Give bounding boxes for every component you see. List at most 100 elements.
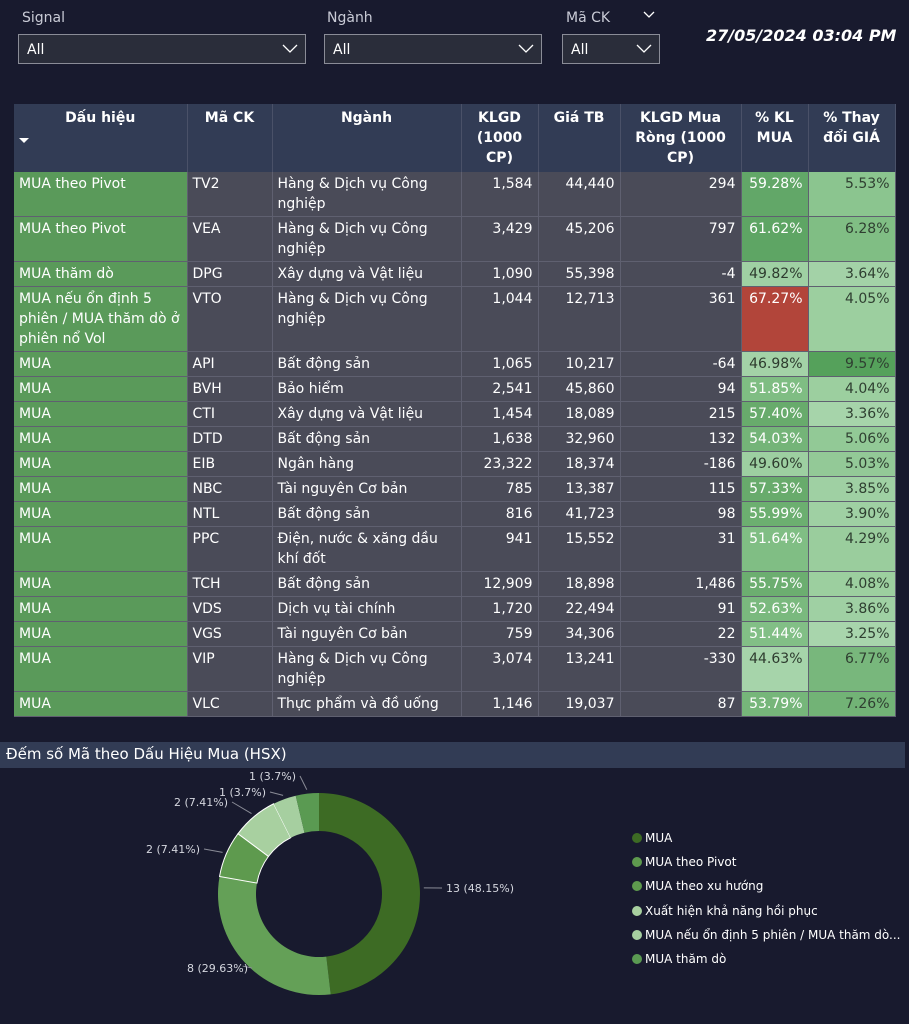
price-change-cell: 4.08% (808, 571, 896, 597)
industry-cell: Bất động sản (272, 571, 462, 597)
buy-pct-cell: 59.28% (741, 172, 809, 217)
volume-cell: 1,454 (461, 401, 539, 427)
data-label: 13 (48.15%) (446, 882, 514, 895)
ticker-cell: PPC (187, 526, 273, 572)
avg-price-cell: 34,306 (538, 621, 621, 647)
label-leader-line (269, 791, 284, 796)
mack-filter-dropdown[interactable]: All (562, 34, 660, 64)
nganh-filter-dropdown[interactable]: All (324, 34, 542, 64)
price-change-cell: 5.06% (808, 426, 896, 452)
avg-price-cell: 32,960 (538, 426, 621, 452)
avg-price-cell: 18,089 (538, 401, 621, 427)
industry-cell: Tài nguyên Cơ bản (272, 621, 462, 647)
industry-cell: Xây dựng và Vật liệu (272, 261, 462, 287)
donut-chart: 13 (48.15%)8 (29.63%)2 (7.41%)2 (7.41%)1… (146, 770, 514, 995)
table-row[interactable]: MUA CTI Xây dựng và Vật liệu 1,454 18,089 215… (14, 401, 896, 427)
signal-cell: MUA nếu ổn định 5 phiên / MUA thăm dò ở … (14, 286, 188, 352)
legend-item[interactable]: MUA thăm dò (632, 947, 901, 971)
net-buy-cell: 294 (620, 172, 742, 217)
legend-label: MUA nếu ổn định 5 phiên / MUA thăm dò... (645, 927, 901, 942)
industry-cell: Dịch vụ tài chính (272, 596, 462, 622)
legend-item[interactable]: MUA theo xu hướng (632, 874, 901, 898)
data-label: 1 (3.7%) (219, 786, 266, 799)
col-header-pct-kl-mua[interactable]: % KL MUA (741, 104, 809, 172)
table-row[interactable]: MUA VIP Hàng & Dịch vụ Công nghiệp 3,074 13,… (14, 646, 896, 692)
col-header-pct-thay-doi-gia[interactable]: % Thay đổi GIÁ (808, 104, 896, 172)
legend-item[interactable]: MUA (632, 826, 901, 850)
signal-filter-dropdown[interactable]: All (18, 34, 306, 64)
signal-cell: MUA (14, 646, 188, 692)
price-change-cell: 3.64% (808, 261, 896, 287)
volume-cell: 941 (461, 526, 539, 572)
avg-price-cell: 45,860 (538, 376, 621, 402)
table-row[interactable]: MUA NBC Tài nguyên Cơ bản 785 13,387 115 57.33… (14, 476, 896, 502)
donut-slice[interactable] (273, 795, 305, 838)
avg-price-cell: 22,494 (538, 596, 621, 622)
legend-item[interactable]: MUA nếu ổn định 5 phiên / MUA thăm dò... (632, 923, 901, 947)
table-row[interactable]: MUA DTD Bất động sản 1,638 32,960 132 54.03% 5.… (14, 426, 896, 452)
data-label: 1 (3.7%) (249, 770, 296, 783)
ticker-cell: NTL (187, 501, 273, 527)
avg-price-cell: 55,398 (538, 261, 621, 287)
table-row[interactable]: MUA VDS Dịch vụ tài chính 1,720 22,494 91 52.6… (14, 596, 896, 622)
signal-cell: MUA thăm dò (14, 261, 188, 287)
label-leader-line (203, 848, 223, 853)
col-header-ma-ck[interactable]: Mã CK (187, 104, 273, 172)
table-row[interactable]: MUA theo Pivot TV2 Hàng & Dịch vụ Công ngh… (14, 172, 896, 217)
ticker-cell: VEA (187, 216, 273, 262)
data-label: 2 (7.41%) (146, 843, 200, 856)
ticker-cell: TV2 (187, 172, 273, 217)
avg-price-cell: 13,241 (538, 646, 621, 692)
table-header-row: Dấu hiệu Mã CK Ngành KLGD (1000 CP) Giá … (14, 104, 896, 172)
donut-slice[interactable] (319, 793, 421, 995)
table-row[interactable]: MUA VLC Thực phẩm và đồ uống 1,146 19,037 87 5… (14, 691, 896, 717)
table-row[interactable]: MUA thăm dò DPG Xây dựng và Vật liệu 1,090 5… (14, 261, 896, 287)
buy-pct-cell: 49.60% (741, 451, 809, 477)
table-row[interactable]: MUA BVH Bảo hiểm 2,541 45,860 94 51.85% 4.04% (14, 376, 896, 402)
buy-pct-cell: 49.82% (741, 261, 809, 287)
col-header-klgd-mua-rong[interactable]: KLGD Mua Ròng (1000 CP) (620, 104, 742, 172)
buy-pct-cell: 54.03% (741, 426, 809, 452)
chevron-down-icon (282, 44, 298, 53)
legend-dot-icon (632, 833, 642, 844)
col-header-klgd[interactable]: KLGD (1000 CP) (461, 104, 539, 172)
signal-cell: MUA theo Pivot (14, 172, 188, 217)
chevron-down-icon (636, 44, 652, 53)
net-buy-cell: 361 (620, 286, 742, 352)
table-row[interactable]: MUA EIB Ngân hàng 23,322 18,374 -186 49.60% 5.0… (14, 451, 896, 477)
signal-cell: MUA (14, 571, 188, 597)
legend-dot-icon (632, 905, 642, 916)
price-change-cell: 3.85% (808, 476, 896, 502)
table-row[interactable]: MUA theo Pivot VEA Hàng & Dịch vụ Công ngh… (14, 216, 896, 262)
donut-slice[interactable] (217, 876, 331, 995)
col-header-nganh[interactable]: Ngành (272, 104, 462, 172)
avg-price-cell: 19,037 (538, 691, 621, 717)
ticker-cell: CTI (187, 401, 273, 427)
signal-cell: MUA (14, 376, 188, 402)
volume-cell: 1,638 (461, 426, 539, 452)
table-row[interactable]: MUA NTL Bất động sản 816 41,723 98 55.99% 3.90% (14, 501, 896, 527)
legend-item[interactable]: Xuất hiện khả năng hồi phục (632, 899, 901, 923)
table-row[interactable]: MUA VGS Tài nguyên Cơ bản 759 34,306 22 51.44%… (14, 621, 896, 647)
price-change-cell: 4.04% (808, 376, 896, 402)
table-row[interactable]: MUA PPC Điện, nước & xăng dầu khí đốt 941 15… (14, 526, 896, 572)
nganh-filter-value: All (333, 42, 351, 58)
ticker-cell: VTO (187, 286, 273, 352)
nganh-filter-label: Ngành (327, 10, 373, 26)
volume-cell: 785 (461, 476, 539, 502)
table-row[interactable]: MUA TCH Bất động sản 12,909 18,898 1,486 55.75… (14, 571, 896, 597)
volume-cell: 816 (461, 501, 539, 527)
col-header-gia-tb[interactable]: Giá TB (538, 104, 621, 172)
label-leader-line (299, 775, 308, 790)
donut-slice[interactable] (295, 793, 319, 833)
buy-pct-cell: 51.44% (741, 621, 809, 647)
price-change-cell: 3.90% (808, 501, 896, 527)
table-row[interactable]: MUA API Bất động sản 1,065 10,217 -64 46.98% 9.… (14, 351, 896, 377)
legend-item[interactable]: MUA theo Pivot (632, 850, 901, 874)
col-header-dau-hieu[interactable]: Dấu hiệu (14, 104, 188, 172)
chevron-down-icon[interactable] (642, 8, 656, 22)
table-row[interactable]: MUA nếu ổn định 5 phiên / MUA thăm dò ở … (14, 286, 896, 352)
price-change-cell: 3.36% (808, 401, 896, 427)
buy-pct-cell: 57.40% (741, 401, 809, 427)
chart-legend: MUA MUA theo Pivot MUA theo xu hướng Xuất h… (632, 826, 901, 971)
